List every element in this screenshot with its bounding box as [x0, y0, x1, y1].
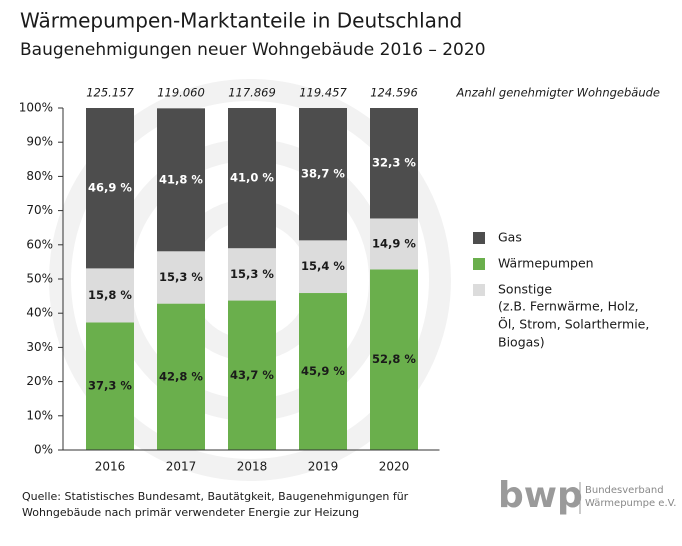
- bar-segment: [370, 108, 418, 219]
- value-label: 15,4 %: [301, 259, 345, 273]
- value-label: 14,9 %: [372, 236, 416, 250]
- bar-segment: [157, 303, 205, 450]
- logo-text: Wärmepumpe e.V.: [585, 498, 676, 509]
- legend-note: (z.B. Fernwärme, Holz,: [498, 299, 639, 314]
- value-label: 38,7 %: [301, 167, 345, 181]
- logo-mark: bwp: [498, 475, 583, 516]
- total-label: 125.157: [86, 86, 134, 100]
- source-line: Quelle: Statistisches Bundesamt, Bautätg…: [22, 490, 409, 503]
- value-label: 46,9 %: [88, 181, 132, 195]
- chart-title: Wärmepumpen-Marktanteile in Deutschland: [20, 9, 462, 33]
- legend-note: Biogas): [498, 335, 545, 350]
- y-tick-label: 80%: [26, 169, 53, 183]
- bar-segment: [228, 300, 276, 450]
- bar-segment: [157, 251, 205, 304]
- y-tick-label: 60%: [26, 237, 53, 251]
- legend-label: Gas: [498, 230, 522, 245]
- legend-swatch: [473, 258, 485, 270]
- value-label: 52,8 %: [372, 352, 416, 366]
- bar-segment: [86, 268, 134, 323]
- bar-segment: [370, 218, 418, 270]
- value-label: 32,3 %: [372, 156, 416, 170]
- legend-label: Wärmepumpen: [498, 256, 594, 271]
- bar-segment: [228, 108, 276, 249]
- watermark-ring: [49, 79, 451, 481]
- y-tick-label: 90%: [26, 135, 53, 149]
- totals-caption: Anzahl genehmigter Wohngebäude: [456, 86, 660, 100]
- legend-swatch: [473, 284, 485, 296]
- total-label: 119.060: [157, 86, 205, 100]
- y-tick-label: 30%: [26, 340, 53, 354]
- value-label: 45,9 %: [301, 364, 345, 378]
- bar-segment: [299, 293, 347, 450]
- x-tick-label: 2020: [379, 460, 410, 474]
- bar-segment: [299, 240, 347, 294]
- bar-segment: [370, 269, 418, 450]
- legend-note: Öl, Strom, Solarthermie,: [498, 316, 649, 332]
- value-label: 43,7 %: [230, 368, 274, 382]
- value-label: 42,8 %: [159, 369, 203, 383]
- bar-segment: [86, 322, 134, 450]
- bar-segment: [86, 108, 134, 269]
- x-tick-label: 2016: [95, 460, 126, 474]
- x-tick-label: 2018: [237, 460, 268, 474]
- y-tick-label: 20%: [26, 374, 53, 388]
- total-label: 117.869: [228, 86, 276, 100]
- y-tick-label: 40%: [26, 306, 53, 320]
- y-tick-label: 0%: [34, 443, 53, 457]
- value-label: 41,0 %: [230, 171, 274, 185]
- source-line: Wohngebäude nach primär verwendeter Ener…: [22, 506, 359, 519]
- legend-label: Sonstige: [498, 282, 552, 297]
- bar-segment: [228, 248, 276, 301]
- y-tick-label: 10%: [26, 408, 53, 422]
- bar-segment: [299, 108, 347, 241]
- bar-segment: [157, 108, 205, 252]
- value-label: 41,8 %: [159, 172, 203, 186]
- y-tick-label: 70%: [26, 203, 53, 217]
- total-label: 119.457: [299, 86, 347, 100]
- value-label: 37,3 %: [88, 379, 132, 393]
- total-label: 124.596: [370, 86, 418, 100]
- legend-swatch: [473, 232, 485, 244]
- y-tick-label: 50%: [26, 272, 53, 286]
- value-label: 15,3 %: [159, 270, 203, 284]
- value-label: 15,8 %: [88, 288, 132, 302]
- chart-subtitle: Baugenehmigungen neuer Wohngebäude 2016 …: [20, 40, 486, 60]
- x-tick-label: 2017: [166, 460, 197, 474]
- value-label: 15,3 %: [230, 267, 274, 281]
- x-tick-label: 2019: [308, 460, 339, 474]
- y-tick-label: 100%: [19, 101, 53, 115]
- logo-text: Bundesverband: [585, 485, 664, 496]
